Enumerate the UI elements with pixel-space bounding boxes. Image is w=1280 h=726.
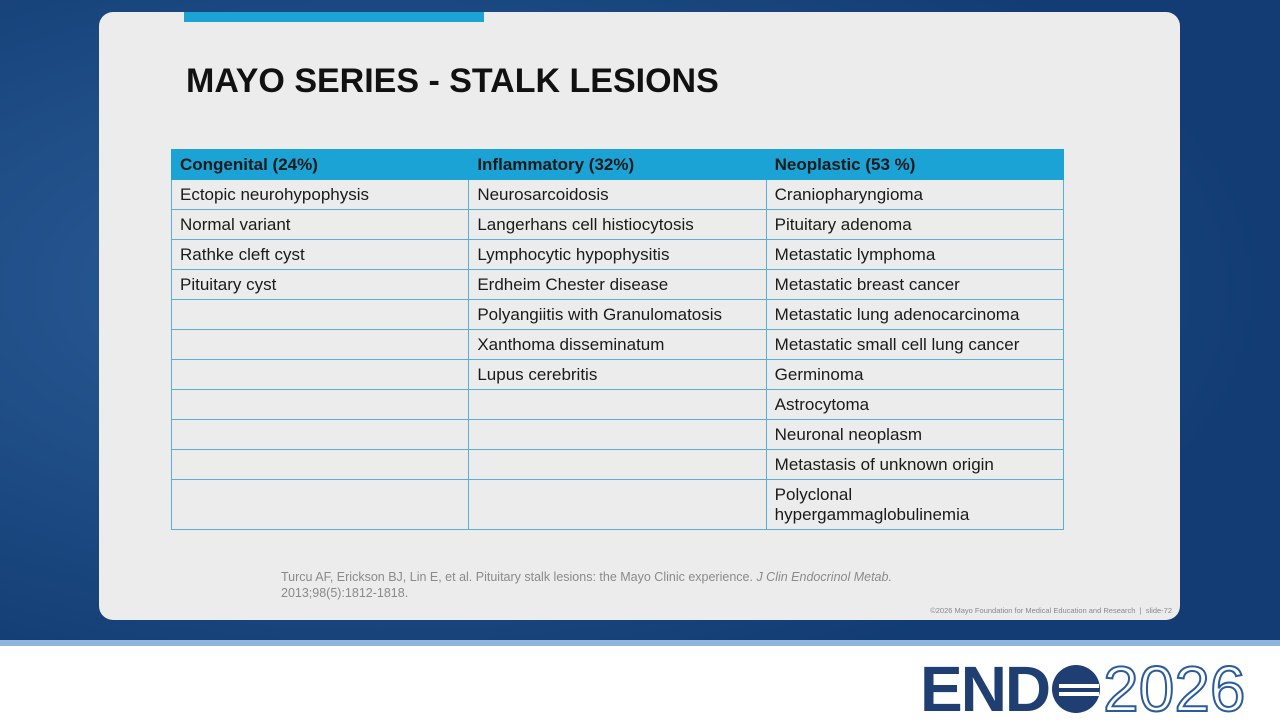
card: MAYO SERIES - STALK LESIONS Congenital (… bbox=[99, 12, 1180, 620]
row: Pituitary cyst Erdheim Chester disease Met… bbox=[170, 269, 1065, 300]
cell bbox=[170, 359, 470, 390]
table: Congenital (24%) Inflammatory (32%) Neopla… bbox=[170, 149, 1065, 530]
cell: Metastasis of unknown origin bbox=[765, 449, 1065, 480]
cell bbox=[468, 419, 767, 450]
cell: Normal variant bbox=[170, 209, 470, 240]
row: Metastasis of unknown origin bbox=[170, 449, 1065, 480]
header-cell: Neoplastic (53 %) bbox=[765, 149, 1065, 180]
logo-text: END bbox=[920, 653, 1051, 725]
row: Lupus cerebritis Germinoma bbox=[170, 359, 1065, 390]
row: Rathke cleft cyst Lymphocytic hypophysiti… bbox=[170, 239, 1065, 270]
row: Astrocytoma bbox=[170, 389, 1065, 420]
cell bbox=[468, 389, 767, 420]
header-row: Congenital (24%) Inflammatory (32%) Neopla… bbox=[170, 149, 1065, 180]
citation-text: 2013;98(5):1812-1818. bbox=[281, 586, 409, 600]
cell: Germinoma bbox=[765, 359, 1065, 390]
cell bbox=[468, 449, 767, 480]
cell: Craniopharyngioma bbox=[765, 179, 1065, 210]
cell bbox=[170, 449, 470, 480]
cell: Pituitary cyst bbox=[170, 269, 470, 300]
cell: Metastatic lymphoma bbox=[765, 239, 1065, 270]
cell: Astrocytoma bbox=[765, 389, 1065, 420]
row: Ectopic neurohypophysis Neurosarcoidosis C… bbox=[170, 179, 1065, 210]
row: Normal variant Langerhans cell histiocyto… bbox=[170, 209, 1065, 240]
cell bbox=[170, 389, 470, 420]
cell: Metastatic lung adenocarcinoma bbox=[765, 299, 1065, 330]
cell: Ectopic neurohypophysis bbox=[170, 179, 470, 210]
row: Polyangiitis with Granulomatosis Metastat… bbox=[170, 299, 1065, 330]
cell bbox=[170, 419, 470, 450]
cell: Lymphocytic hypophysitis bbox=[468, 239, 767, 270]
cell: Xanthoma disseminatum bbox=[468, 329, 767, 360]
cell bbox=[170, 479, 470, 530]
header-cell: Congenital (24%) bbox=[170, 149, 470, 180]
cell: Neurosarcoidosis bbox=[468, 179, 767, 210]
citation-text: Turcu AF, Erickson BJ, Lin E, et al. Pit… bbox=[281, 570, 753, 584]
cell: Rathke cleft cyst bbox=[170, 239, 470, 270]
logo-text: 2026 bbox=[1102, 652, 1246, 726]
journal: J Clin Endocrinol Metab. bbox=[756, 570, 892, 584]
logo: END 2026 bbox=[920, 652, 1247, 726]
header-cell: Inflammatory (32%) bbox=[468, 149, 767, 180]
globe bbox=[1052, 665, 1101, 713]
title: MAYO SERIES - STALK LESIONS bbox=[186, 62, 719, 100]
cell: Neuronal neoplasm bbox=[765, 419, 1065, 450]
cell: Langerhans cell histiocytosis bbox=[468, 209, 767, 240]
footer: ©2026 Mayo Foundation for Medical Educat… bbox=[930, 606, 1172, 615]
cell: Polyangiitis with Granulomatosis bbox=[468, 299, 767, 330]
cell: Metastatic breast cancer bbox=[765, 269, 1065, 300]
citation: Turcu AF, Erickson BJ, Lin E, et al. Pit… bbox=[281, 569, 981, 601]
cell bbox=[170, 329, 470, 360]
row: Polyclonal hypergammaglobulinemia bbox=[170, 479, 1065, 530]
cell: Lupus cerebritis bbox=[468, 359, 767, 390]
cell: Erdheim Chester disease bbox=[468, 269, 767, 300]
cell: Polyclonal hypergammaglobulinemia bbox=[765, 479, 1065, 530]
accent-bar bbox=[184, 12, 484, 22]
row: Neuronal neoplasm bbox=[170, 419, 1065, 450]
cell: Pituitary adenoma bbox=[765, 209, 1065, 240]
cell bbox=[170, 299, 470, 330]
cell: Metastatic small cell lung cancer bbox=[765, 329, 1065, 360]
row: Xanthoma disseminatum Metastatic small ce… bbox=[170, 329, 1065, 360]
cell bbox=[468, 479, 767, 530]
